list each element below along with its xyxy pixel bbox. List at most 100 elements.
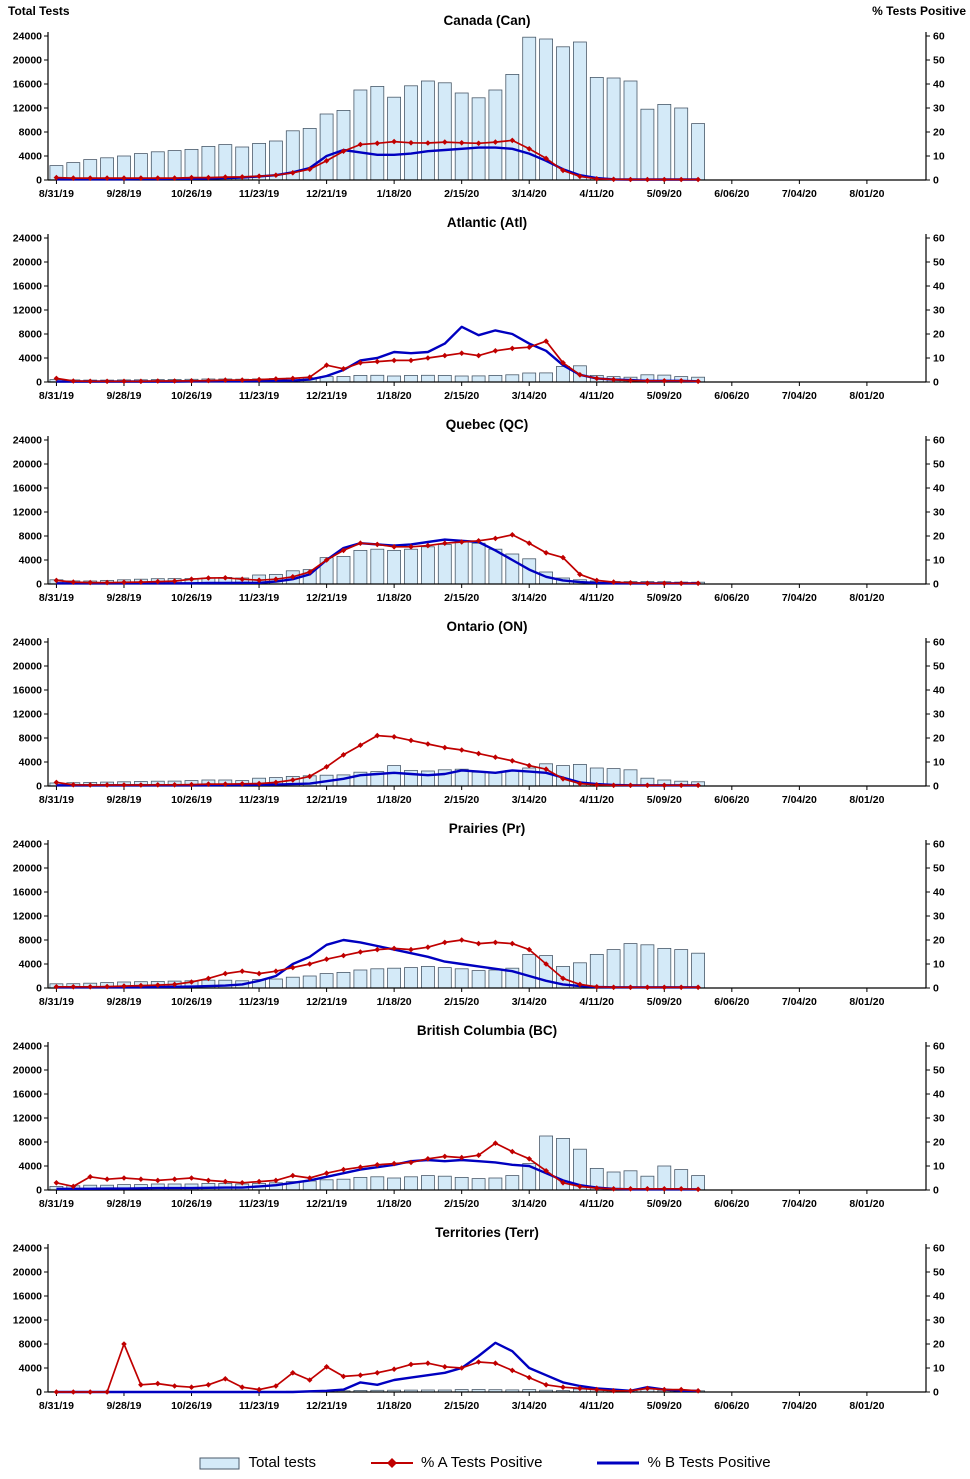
x-tick-label: 6/06/20 [714, 390, 749, 402]
right-tick-label: 20 [933, 329, 945, 341]
a-positive-marker [627, 176, 634, 183]
a-positive-marker [509, 532, 516, 538]
x-tick-label: 11/23/19 [239, 390, 279, 402]
a-positive-marker [526, 1374, 532, 1381]
total-tests-bar [370, 86, 385, 181]
a-positive-marker [323, 362, 330, 368]
a-positive-marker [425, 741, 431, 747]
total-tests-bar [488, 548, 503, 585]
a-positive-marker [695, 1186, 701, 1193]
a-positive-marker [323, 956, 330, 962]
left-tick-label: 12000 [13, 1315, 42, 1327]
a-positive-marker [53, 375, 60, 382]
right-tick-label: 60 [933, 637, 945, 649]
total-tests-bar [674, 107, 689, 181]
a-positive-marker [526, 1156, 532, 1162]
total-tests-bar [454, 375, 469, 383]
x-tick-label: 8/01/20 [849, 592, 884, 604]
x-tick-label: 3/14/20 [512, 1198, 547, 1210]
a-positive-line-swatch [370, 1457, 413, 1468]
a-positive-marker [53, 1389, 60, 1395]
a-positive-marker [222, 1376, 229, 1382]
right-tick-label: 50 [933, 1065, 945, 1077]
a-positive-marker [661, 176, 668, 183]
a-positive-marker [222, 970, 229, 977]
a-positive-marker [104, 983, 110, 990]
left-tick-label: 8000 [19, 935, 43, 947]
a-positive-marker [171, 1383, 178, 1389]
left-tick-label: 4000 [19, 757, 43, 769]
total-tests-bar [623, 943, 638, 989]
total-tests-bar [336, 555, 351, 585]
a-positive-marker [239, 968, 245, 974]
a-positive-marker [340, 1166, 347, 1173]
a-positive-marker [154, 175, 161, 181]
a-positive-marker [391, 544, 397, 550]
a-positive-marker [526, 762, 532, 769]
total-tests-bar [488, 1177, 503, 1191]
left-tick-label: 24000 [13, 1243, 42, 1255]
a-positive-marker [357, 360, 364, 366]
total-tests-bar [488, 772, 503, 787]
panel-title: Atlantic (Atl) [447, 215, 527, 230]
right-tick-label: 40 [933, 685, 945, 697]
a-positive-marker [509, 940, 516, 947]
left-tick-label: 12000 [13, 103, 42, 115]
chart-panel-atlantic: Atlantic (Atl) 0 4000 8000 12000 16000 20000 24… [13, 215, 945, 402]
total-tests-bar [488, 89, 503, 181]
x-tick-label: 5/09/20 [647, 996, 682, 1008]
a-positive-marker [627, 1186, 634, 1192]
b-positive-line [56, 1341, 699, 1394]
right-tick-label: 0 [933, 781, 939, 793]
x-tick-label: 4/11/20 [580, 390, 615, 402]
a-positive-marker [391, 138, 397, 145]
a-positive-marker [610, 1388, 617, 1394]
left-tick-label: 16000 [13, 887, 42, 899]
b-positive-line-swatch [597, 1461, 640, 1464]
a-positive-marker [391, 945, 397, 952]
total-tests-bar [674, 949, 689, 989]
x-tick-label: 1/18/20 [377, 188, 412, 200]
total-tests-bar [353, 549, 368, 585]
x-tick-label: 7/04/20 [782, 996, 817, 1008]
a-positive-marker [205, 174, 212, 181]
total-tests-bar [353, 374, 368, 383]
x-tick-label: 3/14/20 [512, 188, 547, 200]
left-tick-label: 4000 [19, 151, 43, 163]
a-positive-marker [340, 952, 347, 959]
a-positive-marker [610, 579, 617, 585]
a-positive-marker [509, 1367, 516, 1374]
total-tests-bar [471, 97, 486, 181]
a-positive-marker [357, 742, 364, 748]
a-positive-marker [560, 776, 566, 782]
x-tick-label: 9/28/19 [106, 794, 141, 806]
x-tick-label: 12/21/19 [306, 1198, 347, 1210]
a-positive-marker [87, 175, 93, 181]
right-tick-label: 30 [933, 911, 945, 923]
total-tests-bar [370, 548, 385, 585]
x-tick-label: 2/15/20 [444, 1198, 479, 1210]
x-tick-label: 8/01/20 [849, 390, 884, 402]
x-tick-label: 12/21/19 [306, 390, 347, 402]
a-positive-marker [577, 571, 583, 578]
x-tick-label: 8/31/19 [39, 996, 74, 1008]
a-positive-marker [526, 344, 532, 350]
total-tests-bar [437, 1175, 452, 1191]
a-positive-marker [222, 781, 229, 787]
a-positive-marker [290, 375, 296, 382]
a-positive-marker [594, 1386, 600, 1393]
x-tick-label: 5/09/20 [647, 794, 682, 806]
total-tests-bar [454, 1176, 469, 1191]
right-tick-label: 60 [933, 1041, 945, 1053]
total-tests-bar [691, 952, 705, 989]
total-tests-bar [387, 1177, 402, 1191]
left-tick-label: 16000 [13, 79, 42, 91]
a-positive-marker [205, 975, 212, 982]
a-positive-marker [577, 981, 583, 988]
a-positive-marker [610, 1186, 617, 1192]
left-tick-label: 20000 [13, 1267, 42, 1279]
total-tests-bar [505, 769, 520, 787]
a-positive-marker [138, 982, 144, 989]
a-positive-marker [256, 577, 262, 583]
a-positive-marker [644, 1186, 651, 1192]
